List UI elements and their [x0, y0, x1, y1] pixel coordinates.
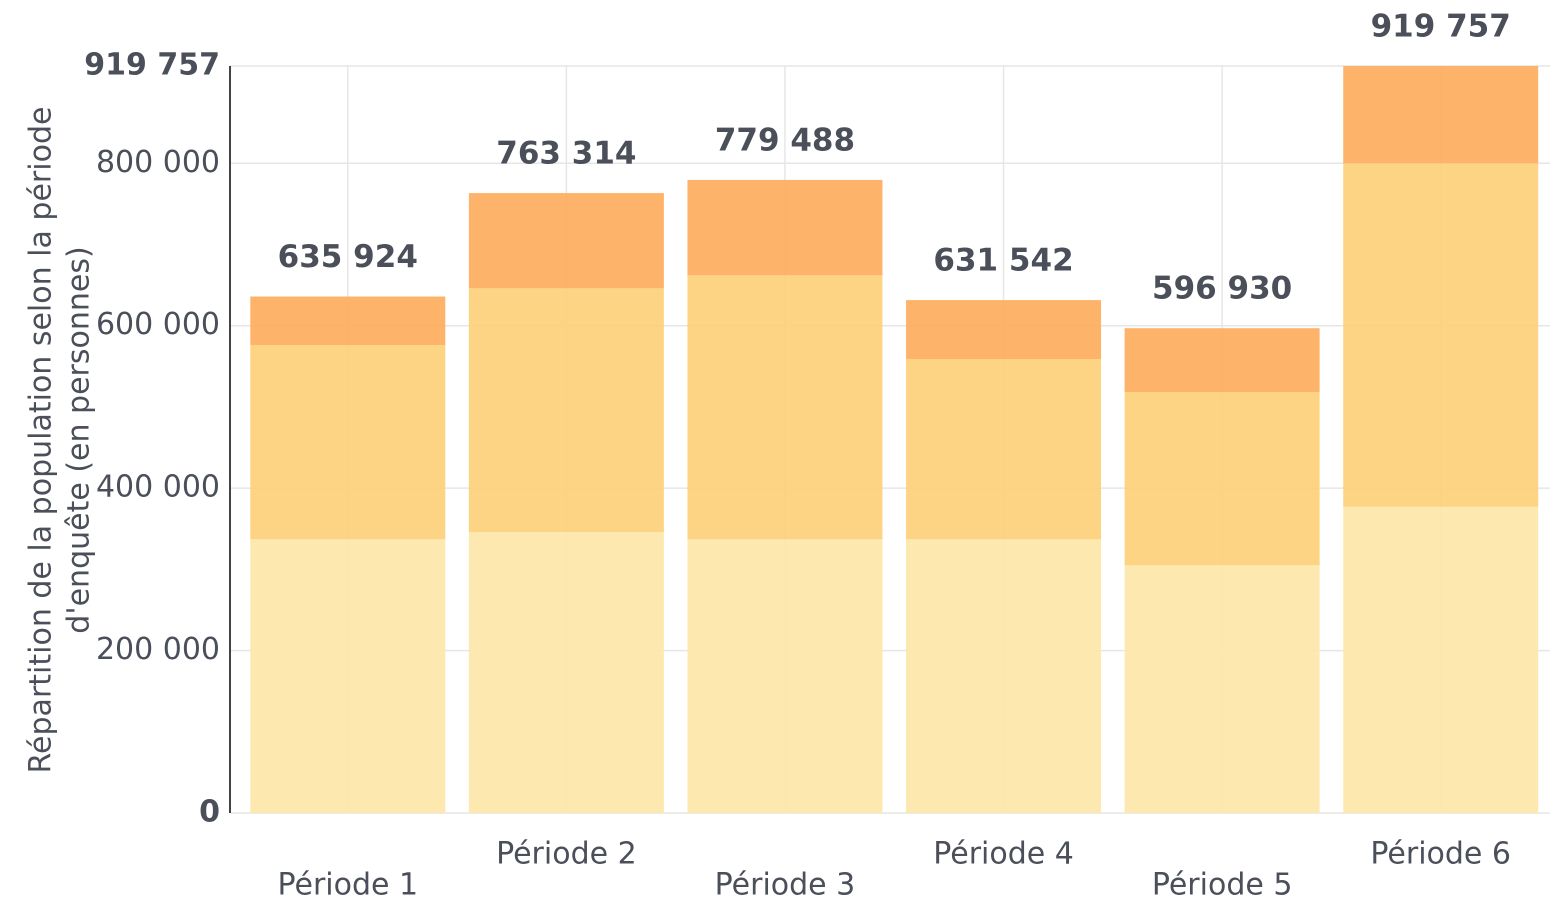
bar-segment [1124, 565, 1320, 813]
bar-segment [468, 531, 664, 813]
x-tick-label: Période 5 [1152, 868, 1293, 903]
y-axis-title: Répartition de la population selon la pé… [24, 107, 97, 774]
bar-segment [250, 345, 446, 540]
bar-segment [906, 539, 1102, 813]
bar-segment [250, 296, 446, 346]
bar-segment [1343, 163, 1539, 507]
bar-segment [468, 288, 664, 532]
bar-segment [1343, 506, 1539, 813]
x-tick-label: Période 1 [277, 868, 418, 903]
y-axis-title-line: Répartition de la population selon la pé… [24, 107, 59, 774]
bar-segment [1343, 66, 1539, 164]
y-tick-label: 800 000 [96, 145, 220, 180]
bar-segment [687, 179, 883, 276]
y-tick-label: 200 000 [96, 632, 220, 667]
y-tick-label: 600 000 [96, 307, 220, 342]
x-tick-label: Période 6 [1370, 837, 1511, 872]
total-label: 919 757 [1371, 9, 1511, 45]
x-tick-label: Période 2 [496, 837, 637, 872]
total-label: 763 314 [496, 136, 636, 172]
bar-segment [468, 193, 664, 289]
bar-segment [1124, 392, 1320, 566]
y-tick-label: 400 000 [96, 470, 220, 505]
y-tick-label: 0 [199, 795, 220, 830]
total-label: 631 542 [933, 243, 1073, 279]
total-label: 779 488 [715, 122, 855, 158]
y-tick-label: 919 757 [84, 48, 220, 83]
bar-segment [906, 358, 1102, 540]
bar-segment [687, 539, 883, 813]
total-label: 596 930 [1152, 271, 1292, 307]
x-tick-label: Période 4 [933, 837, 1074, 872]
bar-segment [250, 539, 446, 813]
x-tick-label: Période 3 [715, 868, 856, 903]
bar-segment [1124, 328, 1320, 393]
y-axis-title-line: d'enquête (en personnes) [62, 246, 97, 633]
bar-segment [906, 300, 1102, 359]
bar-segment [687, 275, 883, 540]
total-label: 635 924 [278, 239, 418, 275]
